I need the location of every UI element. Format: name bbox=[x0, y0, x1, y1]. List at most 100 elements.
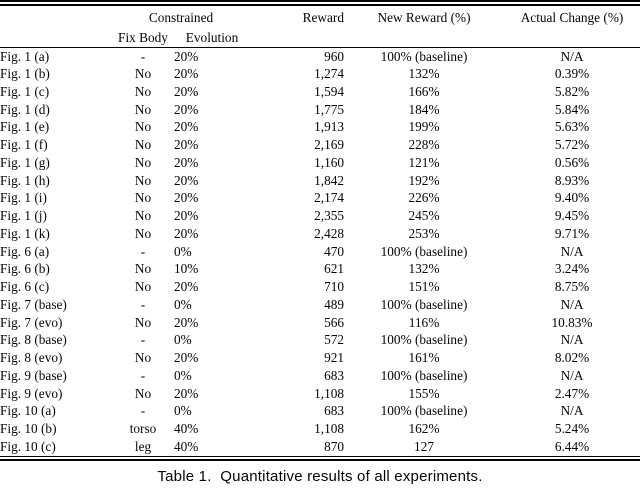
table-row: Fig. 10 (a) - 0% 683 100% (baseline) N/A bbox=[0, 403, 640, 421]
table-cell-fix-body: No bbox=[134, 190, 152, 206]
table-cell-fix-body: No bbox=[134, 261, 152, 277]
table-cell-evolution: 20% bbox=[174, 350, 199, 366]
table-row: Fig. 8 (base) - 0% 572 100% (baseline) N/A bbox=[0, 332, 640, 350]
table-cell-label: Fig. 1 (g) bbox=[0, 154, 50, 170]
table-cell-reward: 566 bbox=[324, 314, 345, 330]
table-cell-fix-body: - bbox=[140, 48, 146, 64]
table-cell-label: Fig. 1 (h) bbox=[0, 172, 50, 188]
table-cell-label: Fig. 10 (b) bbox=[0, 421, 57, 437]
header-new-reward: New Reward (%) bbox=[377, 9, 471, 25]
table-cell-fix-body: - bbox=[140, 367, 146, 383]
header-row-1: Constrained Reward New Reward (%) Actual… bbox=[0, 6, 640, 30]
header-empty bbox=[0, 6, 112, 30]
table-cell-evolution: 20% bbox=[174, 119, 199, 135]
table-row: Fig. 7 (evo) No 20% 566 116% 10.83% bbox=[0, 314, 640, 332]
table-cell-reward: 1,160 bbox=[314, 154, 345, 170]
table-cell-new-reward: 100% (baseline) bbox=[380, 332, 468, 348]
table-cell-actual-change: 5.72% bbox=[554, 137, 590, 153]
table-cell-evolution: 20% bbox=[174, 208, 199, 224]
table-cell-evolution: 20% bbox=[174, 48, 199, 64]
table-cell-evolution: 20% bbox=[174, 314, 199, 330]
table-cell-fix-body: - bbox=[140, 403, 146, 419]
table-cell-reward: 1,775 bbox=[314, 101, 345, 117]
bottom-rule-thick bbox=[0, 459, 640, 462]
header-evolution: Evolution bbox=[185, 30, 239, 46]
table-row: Fig. 1 (i) No 20% 2,174 226% 9.40% bbox=[0, 190, 640, 208]
table-cell-label: Fig. 8 (base) bbox=[0, 332, 67, 348]
table-cell-new-reward: 127 bbox=[414, 438, 434, 454]
table-cell-reward: 2,169 bbox=[314, 137, 345, 153]
table-cell-reward: 1,842 bbox=[314, 172, 345, 188]
table-cell-reward: 470 bbox=[324, 243, 345, 259]
table-cell-actual-change: 0.39% bbox=[554, 66, 590, 82]
table-row: Fig. 1 (j) No 20% 2,355 245% 9.45% bbox=[0, 207, 640, 225]
table-cell-label: Fig. 1 (d) bbox=[0, 101, 50, 117]
table-cell-label: Fig. 1 (e) bbox=[0, 119, 50, 135]
table-cell-fix-body: No bbox=[134, 66, 152, 82]
table-cell-reward: 921 bbox=[324, 350, 345, 366]
table-cell-actual-change: N/A bbox=[560, 48, 584, 64]
table-row: Fig. 1 (e) No 20% 1,913 199% 5.63% bbox=[0, 119, 640, 137]
table-row: Fig. 7 (base) - 0% 489 100% (baseline) N/A bbox=[0, 296, 640, 314]
table-cell-evolution: 0% bbox=[174, 243, 192, 259]
table-cell-evolution: 20% bbox=[174, 172, 199, 188]
table-cell-label: Fig. 1 (c) bbox=[0, 83, 50, 99]
header-constrained-group: Constrained bbox=[148, 9, 214, 25]
header-empty bbox=[504, 30, 640, 48]
table-cell-reward: 2,174 bbox=[314, 190, 345, 206]
table-cell-reward: 960 bbox=[324, 48, 345, 64]
table-cell-evolution: 0% bbox=[174, 367, 192, 383]
table-cell-new-reward: 151% bbox=[408, 279, 440, 295]
table-cell-new-reward: 100% (baseline) bbox=[380, 367, 468, 383]
table-cell-reward: 683 bbox=[324, 403, 345, 419]
header-fix-body: Fix Body bbox=[118, 30, 168, 46]
table-row: Fig. 1 (f) No 20% 2,169 228% 5.72% bbox=[0, 136, 640, 154]
table-cell-label: Fig. 7 (base) bbox=[0, 296, 67, 312]
table-row: Fig. 1 (d) No 20% 1,775 184% 5.84% bbox=[0, 101, 640, 119]
table-cell-fix-body: torso bbox=[129, 421, 157, 437]
table-cell-fix-body: - bbox=[140, 332, 146, 348]
table-cell-reward: 710 bbox=[324, 279, 345, 295]
table-cell-fix-body: - bbox=[140, 296, 146, 312]
table-cell-actual-change: 5.82% bbox=[554, 83, 590, 99]
table-cell-evolution: 0% bbox=[174, 296, 192, 312]
table-caption: Table 1. Quantitative results of all exp… bbox=[157, 468, 483, 486]
table-cell-new-reward: 100% (baseline) bbox=[380, 48, 468, 64]
table-cell-label: Fig. 10 (c) bbox=[0, 438, 56, 454]
table-cell-actual-change: 5.63% bbox=[554, 119, 590, 135]
table-cell-label: Fig. 7 (evo) bbox=[0, 314, 63, 330]
table-cell-reward: 1,108 bbox=[314, 421, 345, 437]
table-cell-label: Fig. 1 (i) bbox=[0, 190, 47, 206]
table-cell-new-reward: 161% bbox=[408, 350, 440, 366]
table-cell-label: Fig. 1 (a) bbox=[0, 48, 50, 64]
table-row: Fig. 1 (g) No 20% 1,160 121% 0.56% bbox=[0, 154, 640, 172]
table-cell-label: Fig. 1 (j) bbox=[0, 208, 47, 224]
table-cell-evolution: 20% bbox=[174, 83, 199, 99]
table-cell-evolution: 20% bbox=[174, 225, 199, 241]
table-cell-label: Fig. 10 (a) bbox=[0, 403, 56, 419]
table-cell-new-reward: 116% bbox=[408, 314, 440, 330]
table-cell-actual-change: N/A bbox=[560, 332, 584, 348]
header-empty bbox=[344, 30, 504, 48]
table-cell-evolution: 20% bbox=[174, 154, 199, 170]
table-row: Fig. 1 (b) No 20% 1,274 132% 0.39% bbox=[0, 65, 640, 83]
table-cell-reward: 1,274 bbox=[314, 66, 345, 82]
table-cell-new-reward: 100% (baseline) bbox=[380, 403, 468, 419]
table-cell-fix-body: leg bbox=[134, 438, 152, 454]
table-cell-evolution: 20% bbox=[174, 66, 199, 82]
table-cell-label: Fig. 6 (a) bbox=[0, 243, 50, 259]
table-cell-reward: 2,428 bbox=[314, 225, 345, 241]
table-cell-new-reward: 162% bbox=[408, 421, 440, 437]
table-cell-reward: 489 bbox=[324, 296, 345, 312]
table-cell-actual-change: 9.40% bbox=[554, 190, 590, 206]
table-cell-new-reward: 245% bbox=[408, 208, 440, 224]
header-actual-change: Actual Change (%) bbox=[520, 9, 624, 25]
table-cell-fix-body: No bbox=[134, 314, 152, 330]
table-row: Fig. 8 (evo) No 20% 921 161% 8.02% bbox=[0, 349, 640, 367]
table-cell-fix-body: No bbox=[134, 385, 152, 401]
table-cell-evolution: 0% bbox=[174, 403, 192, 419]
table-cell-reward: 1,594 bbox=[314, 83, 345, 99]
table-cell-actual-change: 6.44% bbox=[554, 438, 590, 454]
header-reward: Reward bbox=[302, 9, 345, 25]
